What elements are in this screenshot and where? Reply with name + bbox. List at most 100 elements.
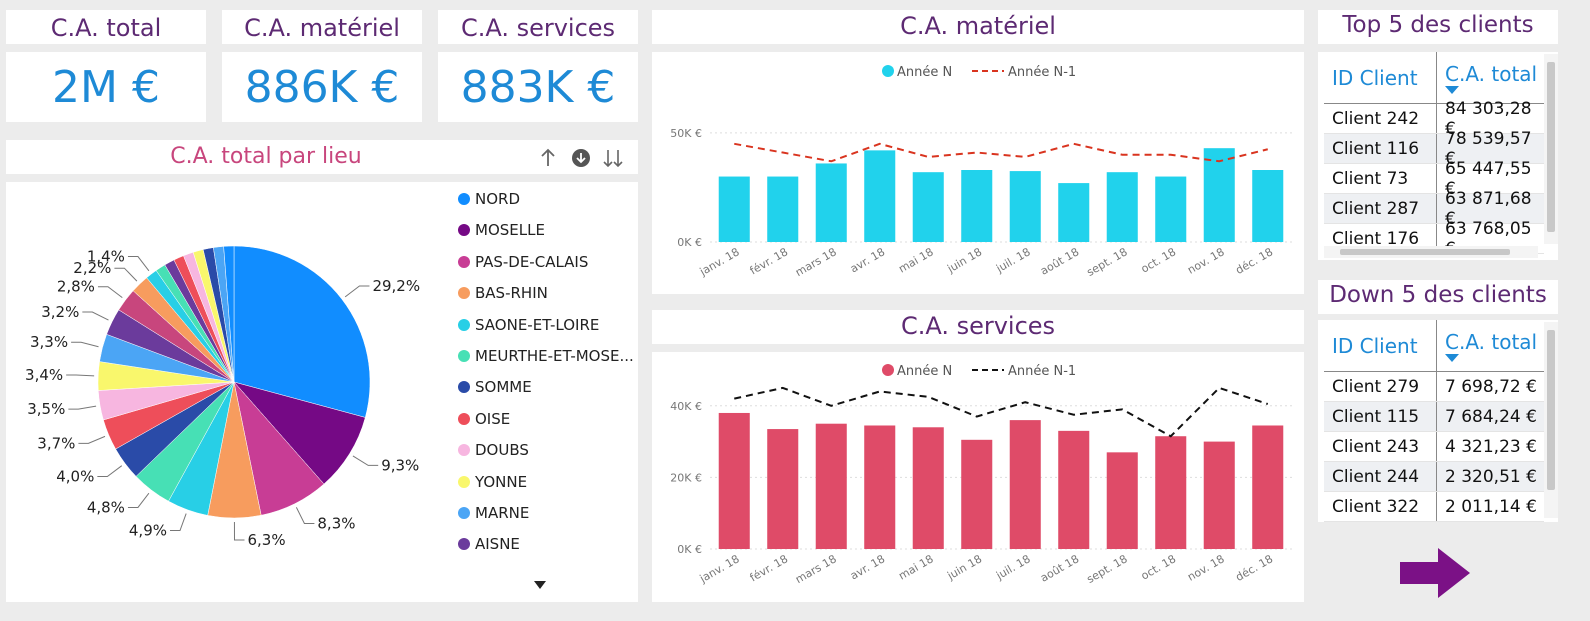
arrow-up-icon[interactable] (541, 148, 555, 166)
legend-item[interactable]: SOMME (458, 378, 532, 396)
series-line[interactable] (734, 142, 1268, 163)
down5-table-row[interactable]: Client 322 2 011,14 € (1324, 492, 1544, 522)
legend-swatch-bar (882, 364, 894, 376)
legend-item[interactable]: NORD (458, 190, 520, 208)
legend-item[interactable]: OISE (458, 410, 510, 428)
x-tick-label: nov. 18 (1185, 552, 1226, 583)
pie-toolbar (541, 148, 623, 168)
legend-swatch (458, 255, 470, 268)
bar[interactable] (718, 412, 750, 549)
services-chart[interactable]: Année N Année N-1 0K € 20K € 40K € janv. 18 fé… (652, 352, 1304, 602)
kpi-total-card[interactable]: 2M € (6, 52, 206, 122)
pie-data-label: 8,3% (317, 514, 355, 532)
top5-horizontal-scrollbar[interactable] (1324, 246, 1538, 258)
expand-all-icon[interactable] (603, 150, 623, 168)
top5-vertical-scrollbar[interactable] (1544, 54, 1558, 244)
kpi-materiel-title: C.A. matériel (244, 14, 400, 42)
legend-item[interactable]: BAS-RHIN (458, 284, 548, 302)
bar[interactable] (1106, 172, 1138, 242)
legend-item[interactable]: MOSELLE (458, 221, 545, 239)
top5-header-id[interactable]: ID Client (1332, 65, 1418, 90)
legend-swatch-bar (882, 65, 894, 77)
bar[interactable] (1203, 441, 1235, 549)
legend-item[interactable]: YONNE (458, 473, 527, 491)
legend-label: YONNE (475, 472, 528, 491)
services-title-card: C.A. services (652, 310, 1304, 344)
bar[interactable] (1009, 171, 1041, 242)
down5-header-id[interactable]: ID Client (1332, 333, 1418, 358)
bar[interactable] (912, 427, 944, 549)
materiel-chart-title: C.A. matériel (900, 12, 1056, 40)
bar[interactable] (1155, 176, 1187, 242)
bar[interactable] (1155, 436, 1187, 549)
bar[interactable] (1252, 170, 1284, 242)
down5-table-row[interactable]: Client 279 7 698,72 € (1324, 372, 1544, 402)
pie-label-leader (344, 285, 370, 298)
top5-table-row[interactable]: Client 73 65 447,55 € (1324, 159, 1544, 199)
pie-slice[interactable] (223, 245, 235, 383)
bar[interactable] (912, 172, 944, 242)
kpi-services-value: 883K € (460, 62, 616, 113)
bar[interactable] (815, 163, 847, 242)
x-tick-label: sept. 18 (1084, 245, 1129, 279)
legend-item[interactable]: MEURTHE-ET-MOSE... (458, 347, 634, 365)
pie-data-label: 3,5% (27, 400, 65, 418)
top5-header-row: ID Client C.A. total (1324, 52, 1544, 104)
x-tick-label: janv. 18 (697, 552, 742, 585)
client-id-cell: Client 242 (1332, 108, 1420, 129)
top5-table: ID Client C.A. total Client 242 84 303,28… (1324, 52, 1544, 259)
top5-table-row[interactable]: Client 242 84 303,28 € (1324, 99, 1544, 139)
pie-data-label: 3,7% (37, 434, 75, 452)
bar[interactable] (1058, 430, 1090, 549)
top5-header-total[interactable]: C.A. total (1436, 52, 1544, 103)
down5-table-row[interactable]: Client 115 7 684,24 € (1324, 402, 1544, 432)
down5-table-row[interactable]: Client 244 2 320,51 € (1324, 462, 1544, 492)
bar[interactable] (1252, 425, 1284, 549)
bar[interactable] (815, 423, 847, 549)
top5-table-row[interactable]: Client 287 63 871,68 € (1324, 189, 1544, 229)
legend-swatch (458, 287, 470, 300)
bar[interactable] (718, 176, 750, 242)
bar[interactable] (767, 429, 799, 549)
bar[interactable] (1009, 420, 1041, 549)
legend-item[interactable]: DOUBS (458, 441, 529, 459)
pie-data-label: 29,2% (372, 277, 420, 295)
bar[interactable] (864, 150, 896, 242)
bar[interactable] (767, 176, 799, 242)
legend-swatch (458, 475, 470, 488)
chart-legend: Année N Année N-1 (882, 65, 1076, 80)
kpi-materiel-card[interactable]: 886K € (222, 52, 422, 122)
materiel-chart[interactable]: Année N Année N-1 0K € 50K € janv. 18 févr. 1… (652, 52, 1304, 294)
series-line[interactable] (734, 386, 1269, 438)
client-id-cell: Client 115 (1332, 406, 1420, 427)
pie-slice[interactable] (233, 245, 371, 418)
pie-label-leader (352, 455, 379, 466)
down5-table-row[interactable]: Client 243 4 321,23 € (1324, 432, 1544, 462)
pie-panel: 29,2% 9,3% 8,3% 6,3% 4,9% 4,8% 4,0% 3,7% 3,5% 3,4… (6, 182, 638, 602)
client-total-cell: 7 684,24 € (1436, 402, 1544, 431)
pie-slice[interactable] (233, 381, 366, 485)
legend-item[interactable]: PAS-DE-CALAIS (458, 253, 588, 271)
client-total-cell: 4 321,23 € (1436, 432, 1544, 461)
bar[interactable] (1203, 148, 1235, 242)
pie-chart[interactable]: 29,2% 9,3% 8,3% 6,3% 4,9%4,8% 4,0% 3,7% 3,5% 3,4… (6, 182, 446, 602)
kpi-services-card[interactable]: 883K € (438, 52, 638, 122)
bar[interactable] (1058, 183, 1090, 242)
pie-data-label: 3,4% (25, 366, 63, 384)
client-id-cell: Client 116 (1332, 138, 1420, 159)
legend-scroll-down-icon[interactable] (533, 580, 547, 590)
legend-label-bar: Année N (897, 65, 952, 80)
top5-table-row[interactable]: Client 116 78 539,57 € (1324, 129, 1544, 169)
drill-down-icon[interactable] (572, 149, 590, 167)
bar[interactable] (961, 170, 993, 242)
next-arrow-icon[interactable] (1398, 546, 1472, 600)
legend-item[interactable]: MARNE (458, 504, 529, 522)
down5-header-total[interactable]: C.A. total (1436, 320, 1544, 371)
down5-vertical-scrollbar[interactable] (1544, 322, 1558, 518)
bar[interactable] (1106, 452, 1138, 549)
bar[interactable] (864, 425, 896, 549)
bar[interactable] (961, 439, 993, 549)
top5-header-total-label: C.A. total (1445, 61, 1538, 86)
legend-item[interactable]: AISNE (458, 535, 520, 553)
legend-item[interactable]: SAONE-ET-LOIRE (458, 316, 599, 334)
